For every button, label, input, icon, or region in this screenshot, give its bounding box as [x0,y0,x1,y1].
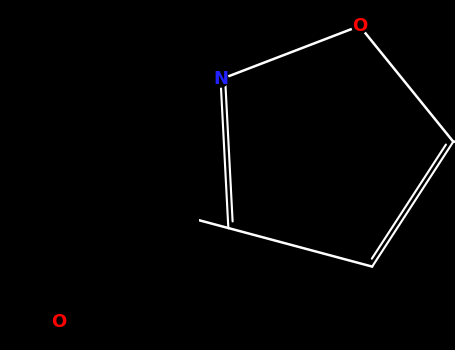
Text: O: O [352,17,367,35]
Circle shape [352,18,367,34]
Text: O: O [51,313,66,331]
Circle shape [213,72,228,87]
Circle shape [52,315,66,329]
Text: N: N [213,70,228,88]
